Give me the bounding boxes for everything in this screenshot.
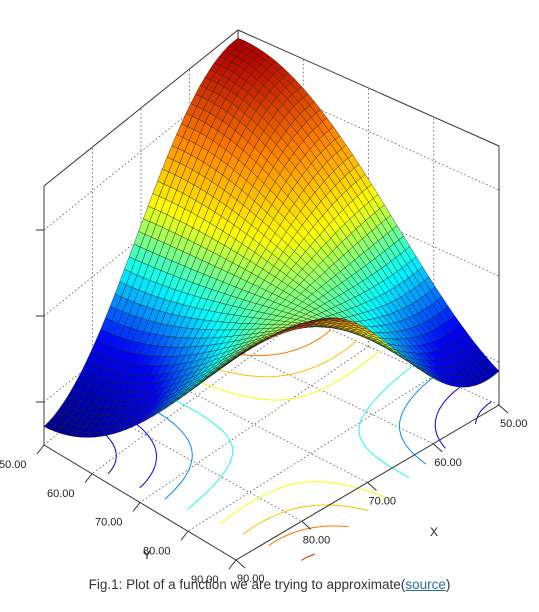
box-edge-top-left [43,29,239,187]
y-axis-label: Y [143,548,151,562]
caption-suffix: ) [445,577,451,592]
x-tick-label: 70.00 [369,496,397,508]
source-link[interactable]: source [405,577,446,592]
x-tick [498,404,509,414]
box-edge-top-right [237,29,500,147]
y-tick [228,559,237,570]
x-tick [432,443,443,453]
y-tick [36,444,45,455]
y-tick-label: 60.00 [47,488,75,500]
x-tick-label: 50.00 [500,418,528,430]
surface-patch [298,324,310,329]
x-tick [235,559,246,569]
y-tick-label: 70.00 [95,517,123,529]
grid-line-floor-x [187,375,434,532]
y-tick [132,502,141,512]
surface-mesh [43,37,500,438]
x-tick-label: 60.00 [434,457,462,469]
y-tick [180,530,189,541]
x-axis-label: X [430,525,438,539]
x-tick-label: 80.00 [303,534,331,546]
x-tick-label: 90.00 [237,573,265,585]
grid-line-floor-y [140,366,368,483]
grid-line-z-left [43,72,239,231]
figure-caption: Fig.1: Plot of a function we are trying … [0,577,539,592]
y-tick [84,473,93,484]
y-tick-label: 80.00 [143,545,171,557]
x-axis-ticks: 50.00 60.00 70.00 80.00 90.00 [235,404,528,585]
caption-text: Fig.1: Plot of a function we are trying … [88,577,406,592]
x-tick [301,520,312,530]
y-tick-label: 90.00 [191,574,219,586]
x-tick [367,482,377,491]
z-axis-ticks [36,229,44,403]
y-tick-label: 50.00 [0,459,27,471]
y-axis-ticks: 50.00 60.00 70.00 80.00 90.00 [0,444,237,586]
